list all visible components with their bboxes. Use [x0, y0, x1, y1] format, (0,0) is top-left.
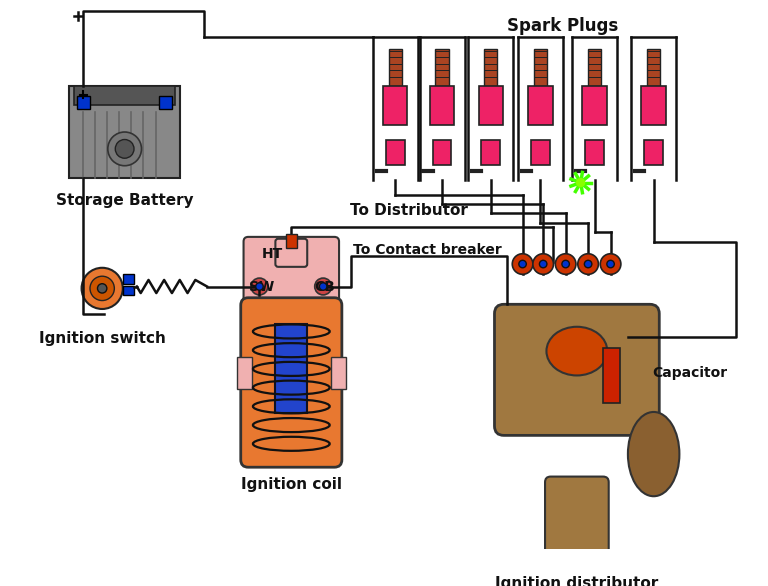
Bar — [276, 324, 307, 413]
Circle shape — [108, 132, 141, 166]
Text: To Contact breaker: To Contact breaker — [353, 243, 502, 257]
Bar — [585, 141, 604, 165]
FancyBboxPatch shape — [240, 298, 342, 467]
Ellipse shape — [547, 327, 607, 376]
Circle shape — [601, 254, 621, 274]
Ellipse shape — [628, 412, 680, 496]
Circle shape — [576, 178, 585, 188]
Text: CB: CB — [315, 280, 336, 294]
Bar — [644, 141, 663, 165]
Bar — [531, 141, 550, 165]
Circle shape — [315, 278, 332, 295]
Bar — [482, 141, 500, 165]
Circle shape — [115, 139, 134, 158]
Bar — [77, 96, 90, 108]
Bar — [484, 49, 498, 86]
Bar — [69, 86, 180, 178]
FancyBboxPatch shape — [243, 237, 339, 310]
Circle shape — [578, 254, 598, 274]
Bar — [74, 86, 175, 105]
Bar — [603, 348, 620, 403]
Bar — [123, 285, 134, 295]
Circle shape — [607, 260, 614, 268]
Text: HT: HT — [262, 247, 283, 261]
Bar — [237, 357, 252, 390]
Bar — [331, 357, 346, 390]
Text: To Distributor: To Distributor — [350, 203, 468, 218]
Bar — [432, 141, 452, 165]
Bar — [534, 49, 547, 86]
Bar — [389, 49, 402, 86]
Text: Ignition distributor: Ignition distributor — [495, 576, 658, 586]
Text: Spark Plugs: Spark Plugs — [507, 17, 618, 35]
Circle shape — [584, 260, 592, 268]
Bar — [528, 86, 552, 125]
Bar — [383, 86, 407, 125]
Bar — [588, 49, 601, 86]
FancyBboxPatch shape — [545, 476, 609, 563]
Bar — [435, 49, 449, 86]
Bar — [123, 274, 134, 284]
Circle shape — [533, 254, 554, 274]
Circle shape — [256, 283, 263, 290]
Bar — [430, 86, 454, 125]
Circle shape — [562, 260, 569, 268]
Bar — [286, 234, 297, 248]
Text: Storage Battery: Storage Battery — [56, 193, 194, 208]
Text: Ignition switch: Ignition switch — [38, 332, 166, 346]
Text: Ignition coil: Ignition coil — [241, 476, 342, 492]
Text: SW: SW — [249, 280, 274, 294]
Bar — [386, 141, 405, 165]
Circle shape — [319, 283, 327, 290]
FancyBboxPatch shape — [495, 304, 659, 435]
Bar — [159, 96, 172, 108]
Bar — [582, 86, 607, 125]
Text: Capacitor: Capacitor — [652, 366, 727, 380]
Circle shape — [519, 260, 526, 268]
Circle shape — [555, 254, 576, 274]
Circle shape — [81, 268, 123, 309]
Circle shape — [512, 254, 533, 274]
Bar — [647, 49, 660, 86]
FancyBboxPatch shape — [276, 239, 307, 267]
Circle shape — [90, 276, 114, 301]
Circle shape — [98, 284, 107, 293]
Bar — [641, 86, 666, 125]
Bar — [478, 86, 503, 125]
Circle shape — [251, 278, 268, 295]
Circle shape — [539, 260, 547, 268]
